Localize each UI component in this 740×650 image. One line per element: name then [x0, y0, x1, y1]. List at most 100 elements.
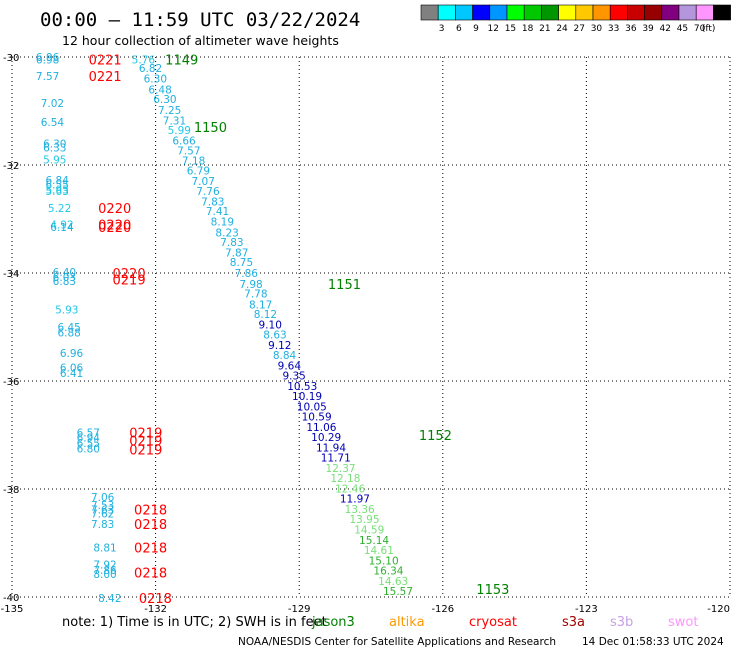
wave-height-value: 6.88 [57, 327, 80, 339]
colorbar-swatch [695, 4, 714, 21]
wave-height-value: 10.59 [302, 412, 332, 424]
wave-height-value: 6.80 [77, 444, 100, 456]
track-label: 0219 [113, 273, 146, 288]
wave-height-value: 8.81 [93, 542, 116, 554]
wave-height-value: 7.62 [91, 508, 114, 520]
wave-height-value: 11.06 [306, 422, 336, 434]
colorbar-tick-label: 6 [456, 24, 462, 34]
colorbar-tick-label: 18 [522, 24, 534, 34]
wave-height-value: 12.46 [335, 483, 365, 495]
wave-height-value: 6.45 [57, 322, 80, 334]
y-tick-label: -40 [3, 593, 19, 604]
wave-height-value: 7.83 [220, 237, 243, 249]
track-label: 0218 [134, 518, 167, 533]
wave-height-value: 7.76 [196, 186, 220, 198]
wave-height-value: 7.57 [177, 145, 200, 157]
wave-height-value: 12.37 [326, 463, 356, 475]
wave-height-value: 8.00 [93, 569, 116, 581]
wave-height-value: 7.41 [206, 206, 229, 218]
wave-height-value: 6.79 [187, 165, 210, 177]
colorbar-tick-label: 33 [608, 24, 619, 34]
wave-height-value: 9.12 [268, 340, 291, 352]
wave-height-value: 7.92 [93, 560, 116, 572]
wave-height-value: 6.30 [43, 138, 66, 150]
track-label: 0221 [89, 70, 122, 85]
chart-subtitle: 12 hour collection of altimeter wave hei… [62, 33, 339, 48]
wave-height-value: 10.05 [297, 401, 327, 413]
wave-height-value: 7.02 [41, 98, 64, 110]
wave-height-value: 5.93 [55, 305, 78, 317]
wave-height-value: 16.34 [373, 566, 403, 578]
y-tick-label: -30 [3, 53, 19, 64]
x-tick-label: -120 [707, 604, 730, 615]
wave-height-value: 14.59 [354, 525, 384, 537]
wave-height-value: 7.18 [182, 156, 205, 168]
wave-height-value: 13.36 [345, 504, 375, 516]
track-label: 0219 [129, 444, 162, 459]
wave-height-value: 6.03 [53, 272, 76, 284]
mission-legend: jason3 altika cryosat s3a s3b swot [311, 615, 698, 630]
colorbar-swatch [678, 4, 697, 21]
track-label: 0218 [134, 541, 167, 556]
mission-legend-s3a: s3a [562, 615, 585, 630]
mission-legend-altika: altika [389, 615, 425, 630]
wave-height-value: 6.84 [46, 175, 70, 187]
wave-height-value: 6.96 [36, 52, 60, 64]
track-label: 0219 [129, 434, 162, 449]
wave-height-value: 8.12 [254, 309, 277, 321]
colorbar-swatch [489, 4, 508, 21]
footer-timestamp: 14 Dec 01:58:33 UTC 2024 [582, 636, 724, 648]
wave-height-value: 7.83 [201, 197, 224, 209]
wave-height-value: 5.95 [46, 184, 69, 196]
colorbar-swatch [713, 4, 731, 21]
x-tick-label: -135 [1, 604, 24, 615]
wave-height-points: 6.966.987.577.026.546.306.335.956.846.55… [36, 52, 413, 605]
wave-height-value: 7.83 [91, 519, 114, 531]
wave-height-value: 6.48 [148, 84, 171, 96]
wave-height-value: 6.83 [53, 276, 76, 288]
wave-height-value: 14.63 [378, 576, 408, 588]
colorbar-swatch [437, 4, 456, 21]
colorbar-swatch [609, 4, 628, 21]
wave-height-value: 6.57 [77, 427, 100, 439]
wave-height-value: 11.94 [316, 442, 346, 454]
mission-legend-s3b: s3b [610, 615, 633, 630]
wave-height-value: 8.75 [230, 257, 253, 269]
wave-height-value: 7.63 [91, 505, 114, 517]
track-label: 1152 [419, 429, 452, 444]
wave-height-value: 6.40 [53, 267, 76, 279]
wave-height-value: 7.78 [244, 289, 267, 301]
wave-height-value: 8.42 [98, 593, 121, 605]
wave-height-value: 7.25 [158, 105, 181, 117]
wave-height-value: 11.71 [321, 453, 351, 465]
track-label: 0218 [134, 567, 167, 582]
wave-height-value: 6.14 [50, 222, 74, 234]
colorbar-swatch [523, 4, 542, 21]
wave-height-value: 7.06 [91, 492, 115, 504]
y-tick-label: -36 [3, 377, 19, 388]
colorbar-swatch [558, 4, 577, 21]
wave-height-value: 15.57 [383, 586, 413, 598]
track-label: 0221 [89, 54, 122, 69]
track-label: 1150 [194, 121, 227, 136]
y-tick-label: -34 [3, 269, 19, 280]
footer-credit: NOAA/NESDIS Center for Satellite Applica… [238, 636, 556, 648]
wave-height-value: 6.06 [60, 363, 84, 375]
wave-height-value: 5.76 [132, 55, 156, 67]
colorbar-tick-label: 45 [677, 24, 688, 34]
x-tick-label: -123 [575, 604, 598, 615]
mission-legend-cryosat: cryosat [469, 615, 517, 630]
wave-height-value: 9.10 [259, 319, 282, 331]
wave-height-value: 6.98 [36, 55, 59, 67]
wave-height-value: 11.97 [340, 494, 370, 506]
x-tick-label: -132 [144, 604, 167, 615]
wave-height-value: 10.53 [287, 381, 317, 393]
wave-height-value: 7.31 [163, 116, 186, 128]
wave-height-value: 6.55 [46, 179, 69, 191]
note-text: note: 1) Time is in UTC; 2) SWH is in fe… [62, 615, 327, 630]
colorbar-unit: (ft) [702, 24, 716, 34]
track-label: 1151 [328, 278, 361, 293]
colorbar-swatch [592, 4, 611, 21]
